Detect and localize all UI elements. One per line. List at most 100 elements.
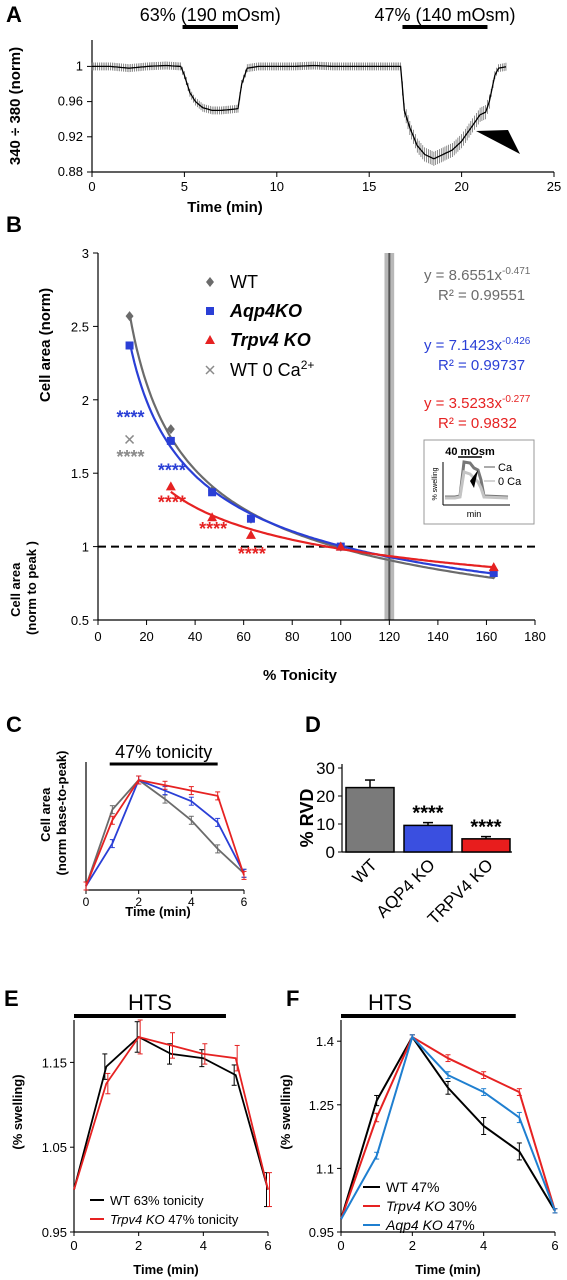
e-legend-label-0: WT 63% tonicity xyxy=(110,1193,204,1208)
panel-c-ylabel-line1: Cell area xyxy=(38,787,53,842)
a-arrowhead-icon xyxy=(476,130,520,154)
d-bar-2 xyxy=(461,838,511,853)
e-title: HTS xyxy=(128,990,172,1015)
b-legend-label-0: WT xyxy=(230,272,258,292)
f-legend-label-part: 47% xyxy=(443,1217,475,1233)
b-fit-1 xyxy=(128,341,494,575)
d-category-label-0: WT xyxy=(349,855,381,887)
b-ytick-label: 2.5 xyxy=(71,319,89,334)
b-ytick-label: 0.5 xyxy=(71,613,89,628)
a-ytick-label: 0.88 xyxy=(58,164,83,179)
b-xtick-label: 180 xyxy=(524,629,546,644)
d-bar-1 xyxy=(403,824,453,853)
f-xtick-label: 6 xyxy=(551,1238,558,1253)
b-inset-title: 40 mOsm xyxy=(445,446,495,458)
a-xtick-label: 10 xyxy=(270,179,284,194)
f-ytick-label: 1.1 xyxy=(316,1161,334,1176)
c-xtick-label: 6 xyxy=(241,895,248,909)
b-xtick-label: 0 xyxy=(94,629,101,644)
panel-b: B 0 20 40 60 80 100 120 140 160 180 0.5 1 1.5 2 2.5 3 **… xyxy=(6,212,546,684)
b-significance-stars: **** xyxy=(238,544,266,564)
b-ytick-label: 1.5 xyxy=(71,466,89,481)
e-xtick-label: 6 xyxy=(264,1238,271,1253)
b-significance-stars: **** xyxy=(158,493,186,513)
b-legend-marker-3-b xyxy=(205,365,215,375)
e-ytick-label: 1.05 xyxy=(42,1140,67,1155)
e-legend-label-part: 47% tonicity xyxy=(165,1212,239,1227)
e-series-line-0 xyxy=(73,1035,269,1190)
a-trace-line xyxy=(92,64,507,160)
f-ytick-label: 0.95 xyxy=(309,1225,334,1240)
b-equation-0: y = 8.6551x-0.471 xyxy=(424,266,531,284)
b-point-1 xyxy=(489,569,498,578)
b-point-1 xyxy=(246,514,255,523)
panel-c-plot: 0 2 4 6 47% tonicity xyxy=(83,742,248,909)
panel-c: C 0 2 4 6 47% tonicity Cell area (norm base-… xyxy=(6,712,248,919)
b-point-3-b xyxy=(125,434,135,444)
b-point-1 xyxy=(166,436,175,445)
panel-e-plot: 0 2 4 6 0.95 1.05 1.15 HTS WT 63% tonicity Trpv4 … xyxy=(42,990,272,1253)
panel-f-letter: F xyxy=(286,986,299,1011)
c-xtick-label: 0 xyxy=(83,895,90,909)
b-xtick-label: 60 xyxy=(236,629,250,644)
a-xtick-label: 25 xyxy=(547,179,561,194)
b-point-0 xyxy=(125,311,134,322)
b-legend-marker-1 xyxy=(206,307,214,315)
panel-e: E 0 2 4 6 0.95 1.05 1.15 HTS WT 63% tonicity Trpv… xyxy=(4,986,272,1277)
a-xtick-label: 0 xyxy=(88,179,95,194)
a-ytick-label: 0.96 xyxy=(58,94,83,109)
f-xtick-label: 0 xyxy=(337,1238,344,1253)
panel-a: A 0 5 10 15 20 25 0.88 0.92 0.96 1 63% (190 mOsm) 4… xyxy=(6,2,561,216)
b-point-2 xyxy=(335,541,346,551)
d-ytick-label: 30 xyxy=(316,759,335,778)
e-legend-label-part: WT 63% tonicity xyxy=(110,1193,204,1208)
b-xtick-label: 140 xyxy=(427,629,449,644)
b-xtick-label: 100 xyxy=(330,629,352,644)
b-inset-trace-0ca xyxy=(445,470,509,500)
a-xtick-label: 5 xyxy=(181,179,188,194)
panel-f-ylabel: (% swelling) xyxy=(278,1074,293,1149)
panel-c-ylabel-line2: (norm base-to-peak) xyxy=(54,751,69,876)
d-significance-1: **** xyxy=(412,803,443,825)
panel-d-letter: D xyxy=(305,712,321,737)
d-significance-2: **** xyxy=(470,817,501,839)
panel-a-plot: 0 5 10 15 20 25 0.88 0.92 0.96 1 63% (190 mOsm) 47%… xyxy=(58,5,562,194)
b-inset-xlabel: min xyxy=(467,509,482,519)
panel-e-ylabel: (% swelling) xyxy=(10,1074,25,1149)
a-xtick-label: 20 xyxy=(454,179,468,194)
f-legend-label-part: Trpv4 KO xyxy=(386,1198,445,1214)
b-point-2 xyxy=(165,481,176,491)
b-legend-marker-2 xyxy=(205,335,215,344)
panel-a-xlabel: Time (min) xyxy=(187,199,263,216)
f-legend-label-part: Aqp4 KO xyxy=(385,1217,443,1233)
b-inset-arrow-icon xyxy=(470,470,478,488)
e-xtick-label: 0 xyxy=(70,1238,77,1253)
b-equation-exponent-2: -0.277 xyxy=(502,394,531,405)
b-point-1 xyxy=(125,341,134,350)
b-r2-0: R² = 0.99551 xyxy=(438,287,525,304)
panel-b-ylabel2-line2: (norm to peak ) xyxy=(24,541,39,635)
f-ytick-label: 1.25 xyxy=(309,1098,334,1113)
f-xtick-label: 4 xyxy=(480,1238,487,1253)
d-bar-0 xyxy=(345,786,395,853)
panel-f-xlabel: Time (min) xyxy=(415,1262,481,1277)
c-title: 47% tonicity xyxy=(115,742,212,762)
e-xtick-label: 4 xyxy=(200,1238,207,1253)
b-ytick-label: 3 xyxy=(82,246,89,261)
b-fit-0 xyxy=(128,313,494,580)
panel-b-letter: B xyxy=(6,212,22,237)
e-legend-label-1: Trpv4 KO 47% tonicity xyxy=(110,1212,239,1227)
f-legend-label-2: Aqp4 KO 47% xyxy=(385,1217,475,1233)
b-point-2 xyxy=(207,512,218,522)
b-legend-label-2: Trpv4 KO xyxy=(230,330,311,350)
b-equation-exponent-0: -0.471 xyxy=(502,266,531,277)
panel-b-ylabel: Cell area (norm) xyxy=(37,288,54,402)
d-ytick-label: 20 xyxy=(316,787,335,806)
panel-b-xlabel: % Tonicity xyxy=(263,667,338,684)
c-xtick-label: 4 xyxy=(188,895,195,909)
b-inset-legend-0ca: 0 Ca xyxy=(498,476,522,488)
panel-b-ylabel2-line1: Cell area xyxy=(8,562,23,617)
